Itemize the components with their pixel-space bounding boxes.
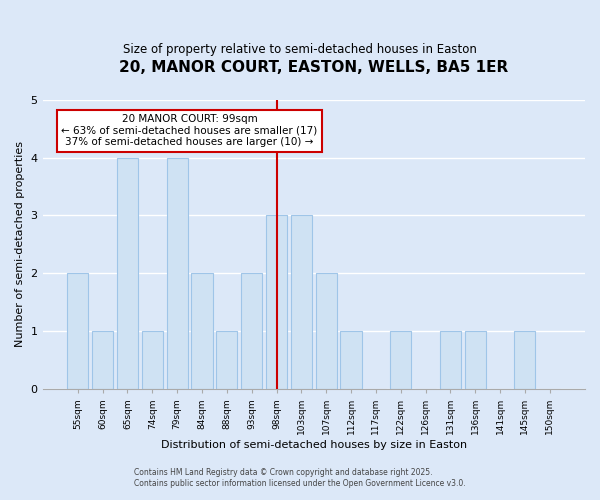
Bar [216,331,238,389]
Bar [340,331,362,389]
Bar [167,158,188,389]
Text: 20 MANOR COURT: 99sqm
← 63% of semi-detached houses are smaller (17)
37% of semi: 20 MANOR COURT: 99sqm ← 63% of semi-deta… [61,114,317,148]
Title: 20, MANOR COURT, EASTON, WELLS, BA5 1ER: 20, MANOR COURT, EASTON, WELLS, BA5 1ER [119,60,508,75]
X-axis label: Distribution of semi-detached houses by size in Easton: Distribution of semi-detached houses by … [161,440,467,450]
Bar [390,331,411,389]
Bar [142,331,163,389]
Bar [464,331,486,389]
Bar [117,158,138,389]
Bar [440,331,461,389]
Bar [316,274,337,389]
Bar [266,216,287,389]
Bar [191,274,212,389]
Bar [67,274,88,389]
Bar [92,331,113,389]
Bar [291,216,312,389]
Text: Contains HM Land Registry data © Crown copyright and database right 2025.
Contai: Contains HM Land Registry data © Crown c… [134,468,466,487]
Bar [241,274,262,389]
Text: Size of property relative to semi-detached houses in Easton: Size of property relative to semi-detach… [123,42,477,56]
Y-axis label: Number of semi-detached properties: Number of semi-detached properties [15,142,25,348]
Bar [514,331,535,389]
